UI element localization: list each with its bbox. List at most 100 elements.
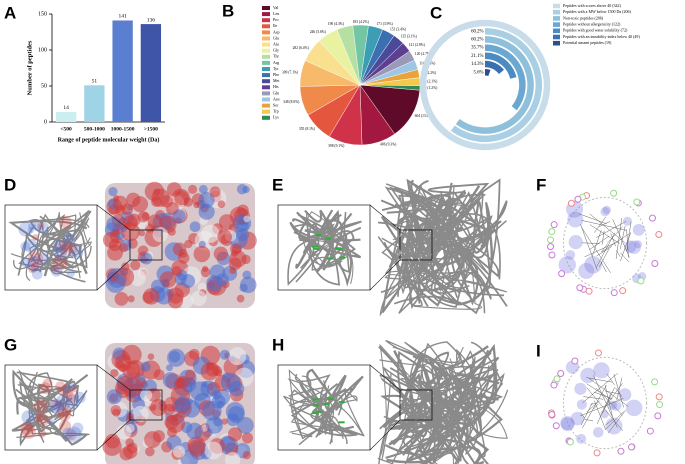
- bond: [589, 224, 620, 244]
- ribbon: [383, 375, 482, 464]
- surface-patch: [201, 265, 209, 273]
- inset-patch: [62, 386, 70, 393]
- residue-bubble: [593, 362, 610, 379]
- inset-patch: [18, 222, 33, 237]
- zoom-line: [96, 419, 131, 451]
- surface-patch: [167, 287, 184, 304]
- bond: [586, 377, 612, 383]
- ribbon: [426, 191, 507, 256]
- surface-patch: [147, 214, 163, 230]
- surface-patch: [200, 380, 218, 398]
- bond: [586, 387, 624, 432]
- residue: [633, 198, 641, 206]
- bond: [593, 403, 599, 410]
- residue: [576, 284, 584, 292]
- legend-label: Leu: [273, 11, 279, 16]
- surface-patch: [150, 398, 168, 416]
- residue: [558, 270, 566, 278]
- inset-patch: [65, 394, 80, 410]
- bond: [605, 411, 624, 430]
- legend-swatch: [553, 9, 560, 15]
- surface-patch: [130, 260, 141, 271]
- panel-label: F: [536, 175, 546, 194]
- residue: [553, 375, 561, 383]
- ligand: [313, 247, 320, 250]
- zoom-box: [129, 229, 163, 261]
- ligand: [316, 410, 323, 413]
- bond: [580, 412, 585, 419]
- inset-patch: [56, 403, 71, 418]
- value-label: 21.1%: [471, 54, 483, 59]
- zoom-line: [369, 204, 401, 231]
- ribbon: [434, 341, 503, 440]
- panel-label: G: [4, 335, 17, 354]
- ribbon: [29, 238, 81, 279]
- surface-patch: [145, 446, 155, 457]
- surface-patch: [174, 273, 187, 286]
- inset-patch: [36, 222, 45, 230]
- residue-bubble: [560, 415, 575, 431]
- inset-patch: [39, 382, 51, 395]
- residue-bubble: [560, 417, 575, 432]
- bond: [605, 418, 615, 426]
- bond: [596, 246, 613, 257]
- ribbon: [306, 368, 343, 422]
- bond: [589, 235, 610, 250]
- ribbon: [13, 218, 90, 270]
- y-axis-title: Number of peptides: [26, 40, 33, 95]
- residue: [547, 243, 555, 251]
- surface-patch: [240, 276, 257, 294]
- residue: [557, 369, 565, 377]
- residue: [617, 447, 625, 455]
- panel-label: I: [536, 341, 541, 360]
- residue: [628, 443, 636, 451]
- inset-patch: [59, 215, 72, 229]
- surface-patch: [189, 221, 201, 233]
- residue: [594, 349, 602, 357]
- surface-patch: [172, 242, 187, 256]
- ligand: [315, 233, 322, 236]
- slice-label: 282 (6.4%): [293, 46, 310, 50]
- surface-patch: [241, 432, 253, 444]
- surface-patch: [193, 201, 200, 209]
- residue: [637, 277, 645, 285]
- residue-bubble: [625, 399, 643, 417]
- inset-patch: [27, 226, 35, 234]
- ribbon: [17, 383, 79, 417]
- inset-patch: [55, 381, 66, 392]
- inset-patch: [65, 392, 76, 403]
- surface-patch: [204, 441, 223, 460]
- legend-swatch: [553, 16, 560, 21]
- structure-images: [4, 178, 664, 464]
- inset-patch: [30, 262, 40, 271]
- inset-patch: [20, 241, 31, 252]
- legend-label: Trp: [273, 109, 279, 114]
- residue: [547, 236, 555, 244]
- inset-patch: [32, 233, 39, 241]
- slice-label: 190 (4.3%): [328, 22, 345, 26]
- inset-patch: [27, 255, 43, 272]
- legend-label: Phe: [273, 72, 279, 77]
- surface-patch: [122, 360, 141, 380]
- bond: [583, 396, 604, 400]
- inset-patch: [60, 249, 68, 256]
- slice-label: 121 (2.8%): [409, 43, 426, 47]
- ribbon: [412, 355, 477, 464]
- inset-patch: [65, 429, 77, 441]
- surface-patch: [217, 229, 232, 245]
- residue: [548, 251, 556, 259]
- bar: [84, 85, 105, 122]
- inset-patch: [55, 241, 68, 254]
- x-axis-title: Range of peptide molecular weight (Da): [58, 136, 160, 143]
- bond: [595, 387, 623, 416]
- inset-patch: [49, 419, 56, 426]
- slice-label: 52 (1.2%): [423, 86, 438, 90]
- legend-swatch: [262, 73, 270, 78]
- surface-patch: [140, 252, 153, 265]
- legend-swatch: [262, 48, 270, 53]
- ribbon: [19, 380, 75, 447]
- ribbon: [401, 372, 441, 443]
- residue: [646, 427, 654, 435]
- surface-patch: [105, 273, 126, 293]
